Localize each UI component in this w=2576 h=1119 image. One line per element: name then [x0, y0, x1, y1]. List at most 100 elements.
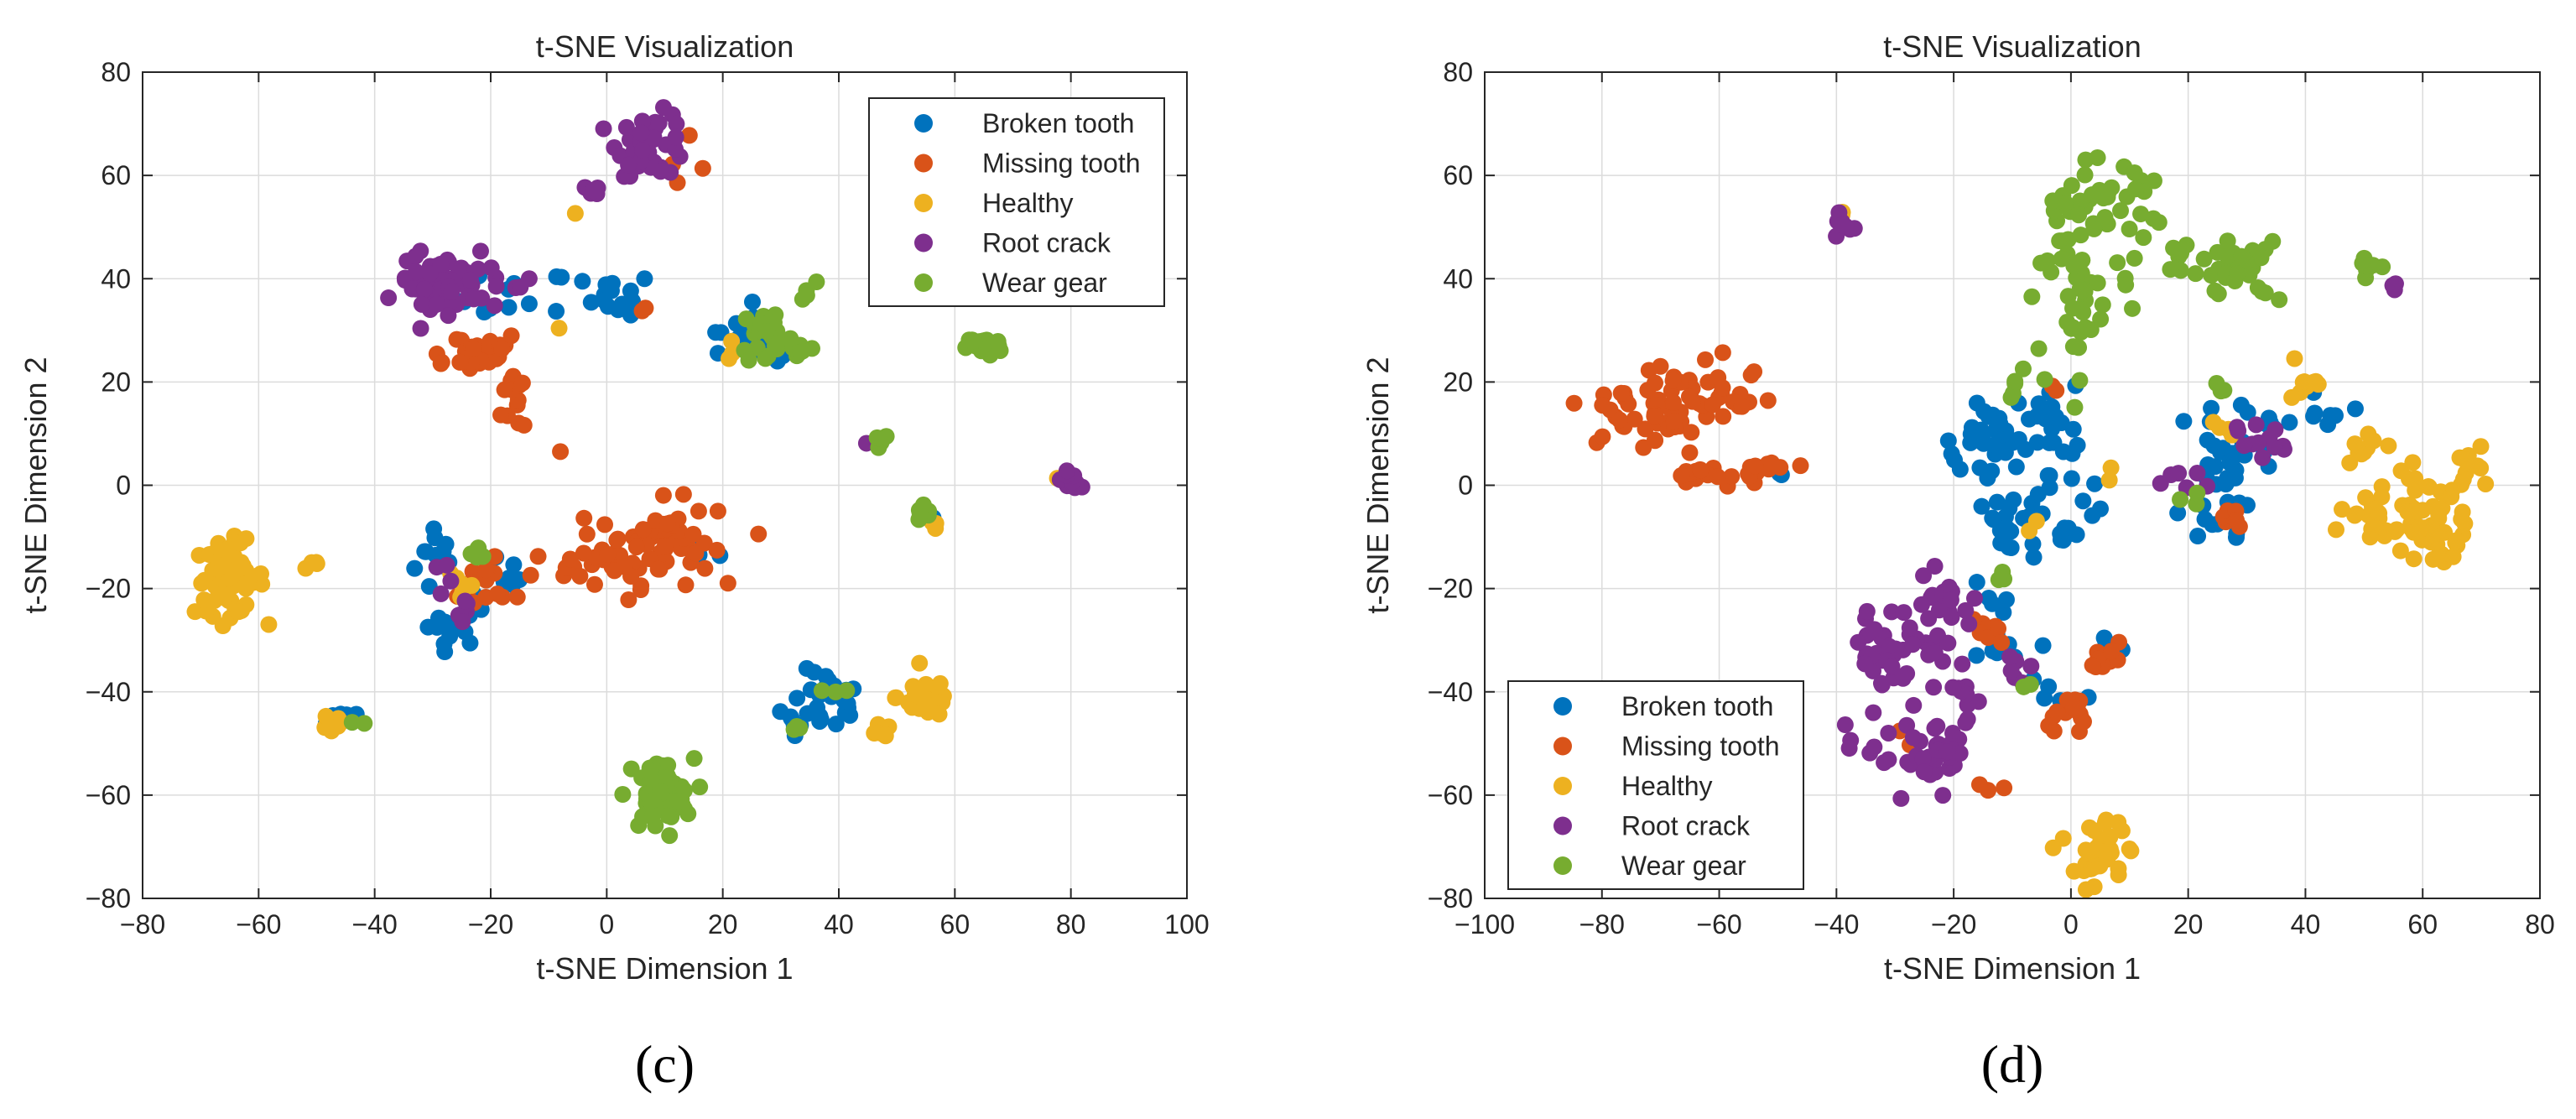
scatter-point	[461, 271, 479, 289]
scatter-point	[2296, 373, 2313, 391]
scatter-point	[632, 124, 650, 142]
scatter-point	[2112, 202, 2130, 220]
y-tick-label: −20	[1428, 574, 1473, 604]
scatter-point	[2334, 501, 2351, 518]
scatter-point	[1742, 367, 1760, 384]
legend: Broken tooth Missing tooth Healthy Root …	[868, 97, 1165, 307]
scatter-point	[677, 576, 695, 594]
tick-marks	[142, 71, 1188, 899]
y-tick-label: −40	[86, 677, 131, 707]
scatter-point	[2037, 410, 2054, 428]
scatter-point	[637, 299, 654, 317]
scatter-point	[566, 205, 584, 222]
scatter-point	[740, 351, 757, 369]
scatter-point	[1612, 384, 1630, 402]
scatter-point	[2365, 432, 2382, 450]
series-missing-tooth	[428, 127, 768, 612]
scatter-point	[493, 341, 511, 358]
scatter-point	[785, 721, 803, 738]
scatter-point	[690, 502, 707, 520]
scatter-point	[2454, 471, 2472, 488]
scatter-point	[813, 682, 830, 700]
scatter-point	[634, 142, 652, 159]
scatter-point	[910, 511, 928, 528]
scatter-point	[1951, 745, 1969, 762]
scatter-point	[552, 443, 570, 461]
scatter-point	[496, 381, 513, 398]
legend-label-root-crack: Root crack	[1621, 811, 1751, 841]
scatter-point	[691, 778, 709, 796]
scatter-point	[2424, 550, 2442, 568]
scatter-point	[2001, 648, 2019, 665]
scatter-point	[2422, 533, 2440, 551]
scatter-point	[1697, 351, 1715, 368]
scatter-point	[2373, 488, 2391, 506]
scatter-point	[1939, 634, 1957, 652]
scatter-point	[186, 603, 204, 621]
scatter-point	[432, 355, 450, 372]
scatter-point	[462, 545, 480, 563]
scatter-point	[486, 548, 503, 565]
scatter-point	[529, 548, 547, 565]
scatter-point	[595, 120, 612, 138]
scatter-point	[1960, 615, 1978, 632]
scatter-point	[1772, 459, 1789, 476]
scatter-point	[2187, 265, 2204, 283]
scatter-point	[2170, 465, 2188, 482]
scatter-point	[1988, 493, 2006, 511]
scatter-point	[2063, 445, 2081, 462]
scatter-point	[575, 509, 593, 527]
scatter-point	[2124, 299, 2141, 317]
scatter-point	[2024, 535, 2042, 553]
x-axis-label: t-SNE Dimension 1	[1884, 951, 2141, 986]
y-tick-label: 80	[101, 57, 131, 87]
scatter-point	[669, 793, 687, 810]
scatter-point	[2052, 525, 2069, 543]
scatter-point	[596, 516, 613, 533]
scatter-point	[841, 706, 859, 724]
y-tick-label: −60	[86, 780, 131, 810]
scatter-point	[482, 259, 500, 277]
legend-marker-healthy	[1553, 777, 1572, 795]
scatter-point	[2092, 500, 2110, 518]
scatter-point	[2250, 434, 2267, 451]
scatter-point	[792, 343, 809, 361]
scatter-point	[2210, 419, 2228, 436]
scatter-point	[2132, 206, 2150, 223]
scatter-point	[2122, 842, 2140, 860]
scatter-point	[620, 156, 637, 174]
scatter-point	[2030, 340, 2048, 357]
scatter-point	[1866, 621, 1883, 638]
scatter-point	[2399, 503, 2417, 521]
scatter-point	[2076, 166, 2094, 184]
scatter-point	[723, 332, 741, 350]
scatter-point	[1646, 374, 1663, 392]
scatter-point	[2100, 471, 2118, 489]
x-tick-label: −60	[1696, 909, 1741, 939]
scatter-point	[1883, 603, 1901, 621]
scatter-point	[508, 588, 526, 606]
scatter-point	[2057, 195, 2074, 212]
scatter-point	[2380, 437, 2397, 455]
x-tick-labels: −80 −60 −40 −20 0 20 40 60 80 100	[120, 909, 1210, 939]
x-tick-label: −60	[236, 909, 281, 939]
scatter-point	[2045, 722, 2063, 740]
scatter-point	[694, 159, 711, 177]
scatter-point	[1959, 710, 1976, 728]
scatter-point	[2127, 180, 2145, 198]
scatter-point	[2456, 515, 2474, 533]
scatter-point	[617, 118, 635, 136]
scatter-point	[2217, 476, 2235, 493]
scatter-point	[656, 538, 674, 555]
scatter-point	[806, 705, 824, 722]
scatter-point	[737, 310, 755, 328]
scatter-point	[1901, 619, 1918, 637]
scatter-point	[2071, 372, 2089, 389]
scatter-point	[685, 750, 703, 768]
scatter-point	[403, 280, 421, 298]
scatter-point	[2162, 261, 2179, 278]
scatter-point	[927, 519, 945, 537]
y-axis-label: t-SNE Dimension 2	[1361, 357, 1395, 613]
scatter-point	[2005, 491, 2022, 508]
scatter-point	[990, 337, 1007, 355]
